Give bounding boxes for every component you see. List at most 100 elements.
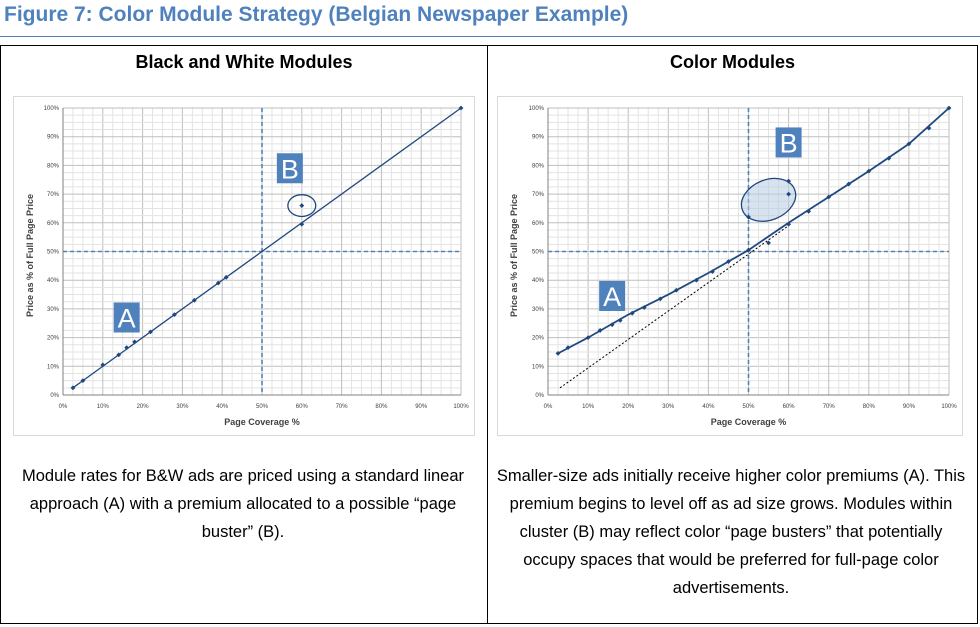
y-tick-label: 20% [532, 336, 545, 342]
y-tick-label: 40% [532, 278, 545, 284]
caption-bw: Module rates for B&W ads are priced usin… [21, 467, 465, 541]
data-point [555, 350, 561, 356]
annotation-box-a [113, 302, 140, 333]
data-point [70, 385, 76, 391]
data-point [609, 322, 615, 328]
x-tick-label: 50% [256, 404, 269, 410]
y-axis-title: Price as % of Full Page Price [509, 194, 519, 317]
data-point [148, 329, 153, 335]
panel-title-color: Color Modules [670, 52, 795, 72]
data-point [710, 269, 715, 274]
data-point [172, 312, 177, 318]
y-tick-label: 70% [47, 192, 60, 198]
data-point [124, 345, 130, 351]
y-tick-label: 10% [532, 364, 545, 370]
y-tick-label: 40% [47, 278, 60, 284]
data-point [565, 345, 571, 351]
x-tick-label: 100% [453, 404, 469, 410]
data-point [786, 221, 791, 227]
y-tick-label: 90% [47, 135, 60, 141]
y-tick-label: 90% [532, 135, 545, 141]
data-point [786, 191, 791, 197]
caption-color: Smaller-size ads initially receive highe… [496, 467, 966, 597]
x-tick-label: 40% [216, 404, 229, 410]
data-point [746, 247, 751, 253]
data-point [866, 168, 872, 174]
data-point [597, 328, 603, 333]
data-point [132, 339, 138, 345]
x-tick-label: 30% [662, 404, 675, 410]
y-tick-label: 30% [47, 307, 60, 313]
data-point [223, 274, 229, 280]
data-point [617, 317, 623, 323]
data-point [846, 181, 852, 187]
data-point [906, 141, 912, 147]
y-tick-label: 20% [47, 336, 60, 342]
data-point [629, 310, 635, 316]
y-tick-label: 30% [532, 307, 545, 313]
data-point [299, 203, 305, 208]
figure-title: Figure 7: Color Module Strategy (Belgian… [4, 3, 629, 26]
data-point [458, 105, 464, 111]
series-line [557, 107, 950, 355]
data-point [299, 221, 305, 227]
data-point [946, 105, 952, 111]
x-tick-label: 20% [137, 404, 150, 410]
chart-color-container: 0% 10% 20% 30% 40% 50% 60% 70% 80% 90% 100% 0% 10% 20… [497, 96, 963, 436]
data-point [826, 194, 832, 200]
annotation-label-b: B [281, 154, 299, 184]
cluster-ellipse-b [740, 177, 797, 222]
x-tick-label: 20% [622, 404, 635, 410]
panel-divider [487, 45, 488, 624]
data-point [766, 240, 771, 246]
y-tick-label: 0% [50, 393, 59, 399]
data-point [80, 378, 86, 384]
data-point [215, 280, 221, 286]
data-point [693, 277, 699, 283]
y-tick-label: 60% [47, 221, 60, 227]
x-tick-label: 80% [863, 404, 876, 410]
data-point [746, 214, 751, 220]
x-tick-label: 60% [296, 404, 309, 410]
y-tick-label: 80% [532, 163, 545, 169]
annotation-label-a: A [603, 282, 621, 312]
data-point [585, 335, 591, 340]
data-point [116, 352, 122, 358]
x-tick-label: 0% [59, 404, 68, 410]
cluster-ellipse-b [287, 194, 317, 218]
x-tick-label: 80% [375, 404, 388, 410]
x-tick-label: 70% [336, 404, 349, 410]
data-point [673, 287, 679, 293]
x-tick-label: 90% [415, 404, 428, 410]
y-axis-title: Price as % of Full Page Price [25, 194, 35, 317]
x-tick-label: 70% [823, 404, 836, 410]
figure-frame [0, 45, 978, 624]
x-tick-label: 0% [544, 404, 553, 410]
annotation-label-a: A [118, 304, 136, 334]
title-underline [0, 36, 980, 37]
data-point [886, 155, 892, 161]
linear-reference-dotted-line [559, 225, 789, 389]
series-line [72, 107, 462, 389]
x-axis-title: Page Coverage % [711, 417, 787, 427]
y-tick-label: 10% [47, 364, 60, 370]
x-tick-label: 40% [702, 404, 715, 410]
chart-bw-container: 0% 10% 20% 30% 40% 50% 60% 70% 80% 90% 100% 0% 10% 20… [13, 96, 475, 436]
data-point [806, 208, 812, 214]
x-tick-label: 50% [742, 404, 755, 410]
data-point [641, 305, 647, 310]
y-tick-label: 50% [47, 250, 60, 256]
annotation-box-b [276, 153, 303, 184]
y-tick-label: 100% [529, 106, 545, 112]
x-tick-label: 10% [97, 404, 110, 410]
data-point [191, 297, 197, 303]
data-point [657, 296, 663, 302]
data-point [786, 178, 791, 184]
chart-bw: 0% 10% 20% 30% 40% 50% 60% 70% 80% 90% 100% 0% 10% 20… [25, 105, 469, 427]
annotation-box-b [775, 127, 802, 158]
y-tick-label: 60% [532, 221, 545, 227]
data-point [726, 259, 731, 264]
y-tick-label: 70% [532, 192, 545, 198]
x-tick-label: 90% [903, 404, 916, 410]
chart-color: 0% 10% 20% 30% 40% 50% 60% 70% 80% 90% 100% 0% 10% 20… [509, 105, 957, 427]
